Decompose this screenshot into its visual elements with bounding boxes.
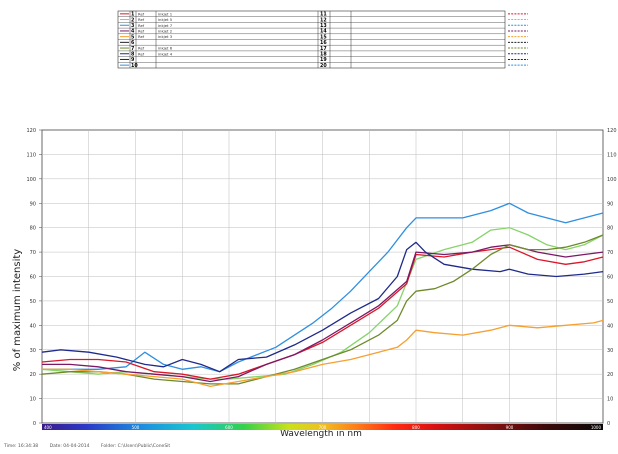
legend-row-ref: Ref: [138, 34, 145, 39]
legend-row-name: inkjet 4: [158, 51, 173, 56]
series-line: [42, 319, 604, 388]
footer: Time: 16:34:38 Date: 04-04-2014 Folder: …: [4, 444, 180, 449]
y-tick-label-right: 60: [607, 275, 613, 281]
y-tick-label-right: 80: [607, 226, 613, 232]
y-tick-label-right: 50: [607, 299, 613, 305]
legend-row-number-right: 15: [320, 34, 327, 40]
footer-time: Time: 16:34:38: [4, 444, 39, 449]
y-axis-label: % of maximum intensity: [12, 249, 23, 371]
y-tick-label: 60: [30, 275, 36, 281]
y-tick-label: 120: [26, 128, 36, 134]
legend-row-number: 7: [131, 46, 134, 52]
legend-row-number: 6: [131, 40, 135, 46]
y-tick-label-right: 20: [607, 372, 613, 378]
legend-row-number-right: 18: [320, 52, 327, 58]
y-tick-label-right: 100: [607, 177, 617, 183]
legend-row-number-right: 20: [320, 63, 327, 69]
legend-row-name: inkjet 1: [158, 11, 173, 16]
footer-date: Date: 04-04-2014: [49, 444, 90, 449]
y-tick-label: 100: [26, 177, 36, 183]
series-line: [41, 234, 604, 385]
legend-row-name: inkjet 7: [158, 23, 173, 28]
legend-row-number-right: 14: [320, 29, 327, 35]
y-tick-label: 10: [30, 397, 36, 403]
y-tick-label: 70: [30, 250, 36, 256]
x-tick-label: 600: [225, 425, 233, 430]
series-line: [41, 241, 604, 373]
legend-row-number-right: 16: [320, 40, 327, 46]
y-tick-label: 30: [30, 348, 36, 354]
spectrum-bar: [42, 424, 603, 430]
legend-row-number: 5: [131, 34, 134, 40]
y-tick-label: 0: [33, 421, 36, 427]
legend-row-number: 1: [131, 12, 134, 18]
footer-folder: Folder: C:\Users\Public\ConeSit: [100, 444, 171, 449]
y-tick-label-right: 10: [607, 397, 613, 403]
legend-row-number: 2: [131, 17, 134, 23]
x-tick-label: 800: [412, 425, 420, 430]
y-tick-label-right: 90: [607, 201, 613, 207]
x-axis-label: Wavelength in nm: [280, 429, 362, 439]
y-tick-label-right: 110: [607, 152, 617, 158]
legend-row-ref: Ref: [138, 17, 145, 22]
y-tick-label-right: 0: [607, 421, 610, 427]
legend-row-number: 3: [131, 23, 134, 29]
legend-row-number-right: 17: [320, 46, 327, 52]
legend-row-number-right: 11: [320, 12, 327, 18]
y-tick-label-right: 120: [607, 128, 617, 134]
x-tick-label: 400: [44, 425, 52, 430]
x-tick-label: 1000: [591, 425, 602, 430]
y-tick-label: 20: [30, 372, 36, 378]
y-tick-label: 80: [30, 226, 36, 232]
y-tick-label-right: 30: [607, 348, 613, 354]
spectrum-chart: % of maximum intensity Wavelength in nm …: [12, 128, 617, 439]
legend-row-ref: Ref: [138, 29, 145, 34]
x-tick-label: 500: [132, 425, 140, 430]
x-tick-label: 700: [319, 425, 327, 430]
legend-row-number-right: 13: [320, 23, 327, 29]
legend-row-number: 9: [131, 57, 135, 63]
y-tick-label: 40: [30, 323, 36, 329]
x-tick-label: 900: [506, 425, 514, 430]
legend-row-name: inkjet 3: [158, 34, 173, 39]
legend-row-name: inkjet 6: [158, 46, 173, 51]
legend-row-number: 8: [131, 52, 135, 58]
legend-row-ref: Ref: [138, 11, 145, 16]
y-tick-label: 110: [26, 152, 36, 158]
y-tick-label-right: 40: [607, 323, 613, 329]
legend-row-number-right: 12: [320, 17, 327, 23]
legend-row-number-right: 19: [320, 57, 327, 63]
legend-row-ref: Ref: [138, 23, 145, 28]
legend-row-number: 10: [131, 63, 138, 69]
series-line: [42, 202, 604, 373]
legend-row-ref: Ref: [138, 46, 145, 51]
series-line: [41, 246, 604, 380]
legend-row-name: inkjet 2: [158, 29, 173, 34]
y-tick-label: 90: [30, 201, 36, 207]
legend-row-name: inkjet 5: [158, 17, 173, 22]
legend-row-ref: Ref: [138, 51, 145, 56]
y-tick-label-right: 70: [607, 250, 613, 256]
legend-table: 1 Ref inkjet 1 11 2 Ref inkjet 5 12 3 Ref inkjet 7…: [117, 10, 528, 69]
legend-row-number: 4: [131, 29, 135, 35]
y-tick-label: 50: [30, 299, 36, 305]
